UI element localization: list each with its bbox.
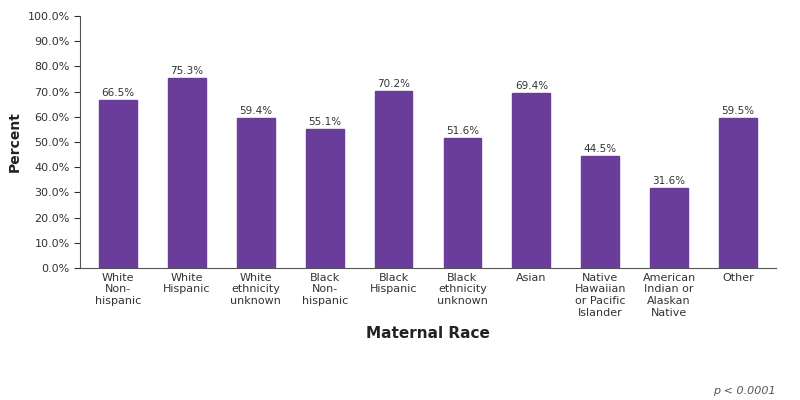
Text: 75.3%: 75.3% [170, 66, 203, 76]
X-axis label: Maternal Race: Maternal Race [366, 326, 490, 341]
Text: 51.6%: 51.6% [446, 126, 479, 136]
Text: 55.1%: 55.1% [308, 117, 341, 127]
Bar [513, 93, 550, 268]
Bar [650, 188, 688, 268]
Text: 69.4%: 69.4% [515, 81, 548, 91]
Text: 44.5%: 44.5% [584, 144, 617, 154]
Bar [168, 78, 206, 268]
Bar [306, 129, 343, 268]
Text: 70.2%: 70.2% [377, 79, 410, 89]
Text: 59.5%: 59.5% [722, 106, 754, 116]
Bar [582, 156, 619, 268]
Bar [374, 91, 413, 268]
Text: 59.4%: 59.4% [239, 106, 272, 116]
Bar [443, 138, 482, 268]
Text: p < 0.0001: p < 0.0001 [714, 386, 776, 396]
Bar [237, 118, 274, 268]
Text: 66.5%: 66.5% [102, 88, 134, 98]
Bar [99, 100, 137, 268]
Bar [719, 118, 757, 268]
Text: 31.6%: 31.6% [653, 176, 686, 186]
Y-axis label: Percent: Percent [8, 112, 22, 172]
